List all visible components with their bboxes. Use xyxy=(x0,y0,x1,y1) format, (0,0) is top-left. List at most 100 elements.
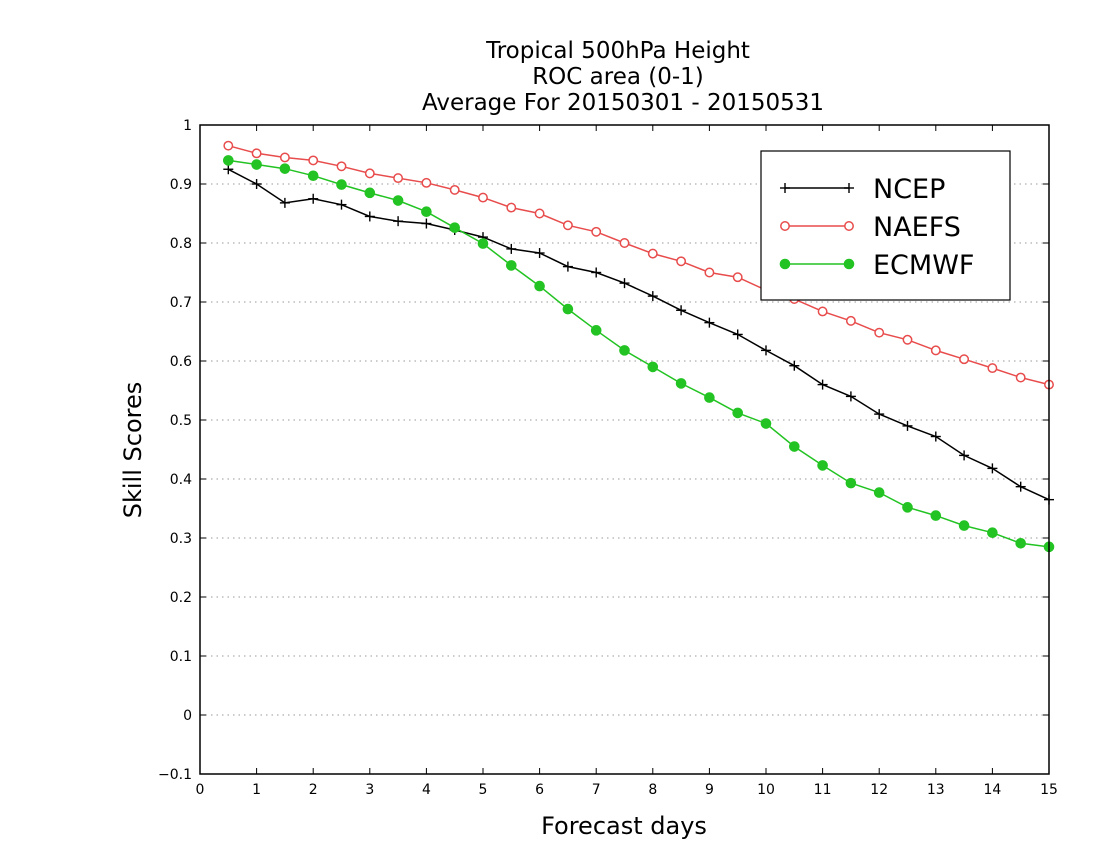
data-point-naefs xyxy=(478,192,488,203)
data-point-ecmwf xyxy=(789,441,800,452)
data-point-ecmwf xyxy=(704,392,715,403)
data-point-ecmwf xyxy=(590,325,602,336)
data-point-ecmwf xyxy=(364,187,376,199)
legend-box xyxy=(760,150,1011,301)
data-point-naefs xyxy=(534,208,545,219)
data-point-ecmwf xyxy=(619,345,630,356)
y-tick-label: 0.4 xyxy=(170,472,192,488)
series-ecmwf xyxy=(223,155,1055,553)
data-point-ncep xyxy=(534,248,545,259)
data-point-ecmwf xyxy=(421,206,432,218)
plot-frame xyxy=(199,124,1050,775)
chart-title-line-1: Tropical 500hPa Height xyxy=(485,38,750,64)
data-point-naefs xyxy=(591,226,602,237)
legend-marker-ncep xyxy=(844,183,854,193)
data-point-ecmwf xyxy=(392,195,404,206)
data-point-naefs xyxy=(817,306,828,317)
y-tick-label: 0.2 xyxy=(170,590,192,606)
data-point-ncep xyxy=(279,197,290,208)
y-tick-label: 0.9 xyxy=(170,177,192,193)
data-point-ecmwf xyxy=(307,170,319,182)
data-point-ncep xyxy=(308,193,319,204)
data-point-naefs xyxy=(223,140,234,151)
x-tick-label: 11 xyxy=(814,782,832,798)
x-tick-label: 6 xyxy=(535,782,544,798)
data-point-naefs xyxy=(562,220,573,231)
data-point-ecmwf xyxy=(987,527,998,538)
data-point-ecmwf xyxy=(817,460,828,471)
chart-title-line-3: Average For 20150301 - 20150531 xyxy=(422,90,824,116)
data-point-ncep xyxy=(704,317,715,328)
data-point-ecmwf xyxy=(562,303,574,315)
data-point-ecmwf xyxy=(336,179,347,190)
data-point-ncep xyxy=(959,450,970,461)
x-tick-label: 5 xyxy=(479,782,488,798)
data-point-ncep xyxy=(562,261,573,272)
x-tick-label: 12 xyxy=(870,782,888,798)
data-point-naefs xyxy=(421,177,432,188)
data-point-ncep xyxy=(393,216,404,227)
y-tick-label: 1 xyxy=(183,118,192,134)
data-point-ncep xyxy=(619,278,630,289)
data-point-naefs xyxy=(647,248,658,259)
data-point-ecmwf xyxy=(958,520,970,531)
legend-marker-naefs xyxy=(780,221,790,231)
data-point-ecmwf xyxy=(477,238,489,249)
legend-label-ecmwf: ECMWF xyxy=(873,250,974,281)
data-point-ncep xyxy=(647,291,658,302)
x-tick-label: 13 xyxy=(927,782,945,798)
x-tick-label: 4 xyxy=(422,782,431,798)
y-tick-label: 0.6 xyxy=(170,354,192,370)
axis-ticks: −0.100.10.20.30.40.50.60.70.80.910 1 2 3 4 5 6… xyxy=(158,118,1058,798)
data-point-ncep xyxy=(761,345,771,356)
data-point-naefs xyxy=(704,267,715,278)
data-point-naefs xyxy=(930,345,941,356)
data-point-ecmwf xyxy=(930,510,942,521)
legend-marker-ncep xyxy=(780,183,790,193)
data-point-ncep xyxy=(364,211,375,222)
legend-marker-ecmwf xyxy=(779,258,791,270)
data-point-ncep xyxy=(591,267,602,278)
gridlines xyxy=(200,183,1049,716)
data-point-naefs xyxy=(308,155,319,166)
data-point-naefs xyxy=(732,272,743,283)
data-point-ncep xyxy=(874,409,885,420)
x-tick-label: 1 xyxy=(252,782,261,798)
data-point-ncep xyxy=(336,199,347,210)
data-point-ncep xyxy=(930,431,941,442)
x-axis-label: Forecast days xyxy=(541,812,707,840)
x-tick-label: 7 xyxy=(592,782,601,798)
data-point-naefs xyxy=(506,202,517,213)
data-point-naefs xyxy=(987,363,998,374)
data-point-ncep xyxy=(732,329,743,340)
data-point-naefs xyxy=(902,334,913,345)
data-point-ncep xyxy=(902,420,913,431)
data-point-ecmwf xyxy=(675,378,687,389)
x-tick-label: 3 xyxy=(365,782,374,798)
y-tick-label: −0.1 xyxy=(158,767,192,783)
y-tick-label: 0.5 xyxy=(170,413,192,429)
data-point-naefs xyxy=(393,173,404,184)
legend: NCEP NAEFS ECMWF xyxy=(760,150,1011,301)
chart-title-line-2: ROC area (0-1) xyxy=(532,64,704,90)
data-point-ecmwf xyxy=(732,407,744,419)
series-line-ncep xyxy=(227,168,1050,501)
y-tick-label: 0.7 xyxy=(170,295,192,311)
data-point-naefs xyxy=(336,161,347,172)
data-point-ecmwf xyxy=(251,159,262,170)
data-point-ncep xyxy=(987,463,998,474)
x-tick-label: 14 xyxy=(983,782,1001,798)
x-tick-label: 9 xyxy=(705,782,714,798)
y-axis-label: Skill Scores xyxy=(119,382,147,519)
data-point-ncep xyxy=(789,360,800,371)
data-point-ncep xyxy=(845,391,856,402)
data-point-ecmwf xyxy=(873,487,885,498)
data-point-naefs xyxy=(1015,372,1026,383)
data-point-ncep xyxy=(223,164,234,175)
data-point-naefs xyxy=(279,152,290,163)
y-tick-label: 0.1 xyxy=(170,649,192,665)
data-point-ncep xyxy=(506,243,517,254)
x-tick-label: 8 xyxy=(648,782,657,798)
data-point-ecmwf xyxy=(506,260,517,271)
